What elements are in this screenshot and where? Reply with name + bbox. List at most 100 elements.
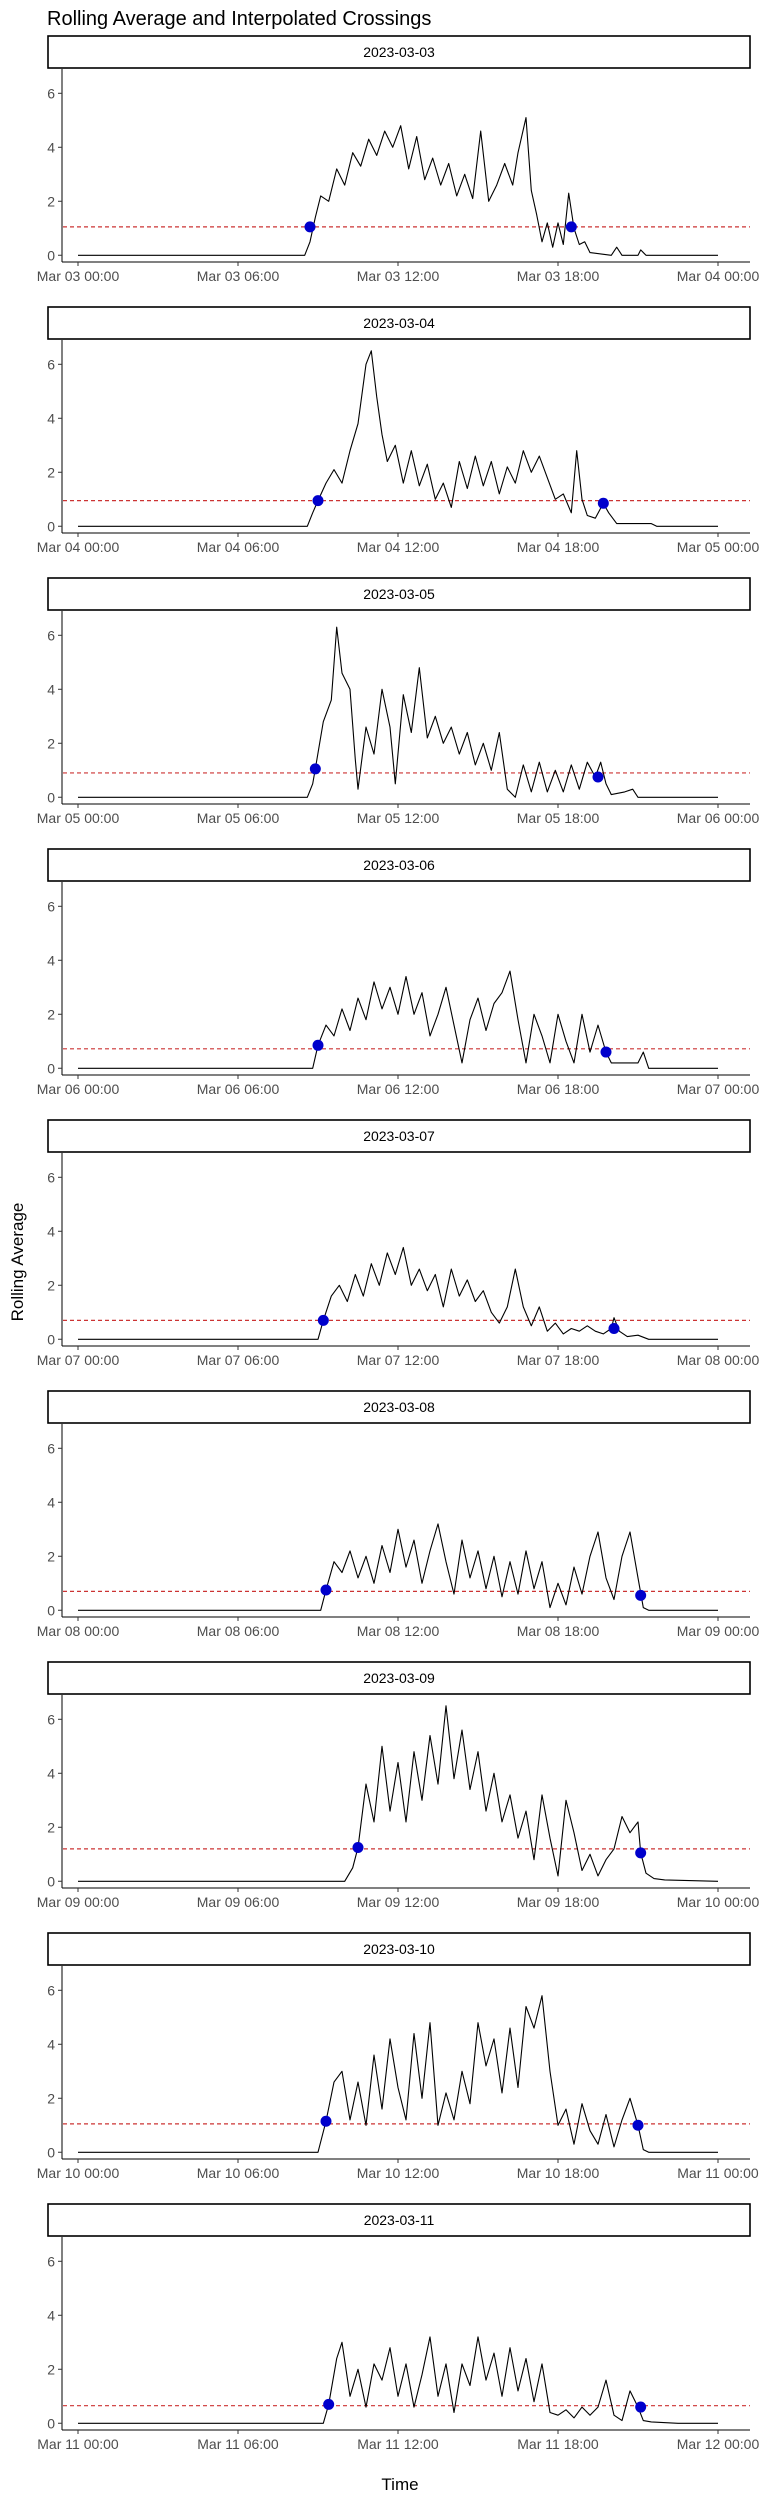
crossing-point [352, 1842, 364, 1854]
y-tick-label: 4 [47, 139, 55, 155]
y-tick-label: 2 [47, 1006, 55, 1022]
y-tick-label: 6 [47, 1711, 55, 1727]
crossing-point [309, 763, 321, 775]
x-tick-label: Mar 04 00:00 [37, 539, 120, 555]
facet-strip [47, 35, 751, 69]
x-tick-label: Mar 05 12:00 [357, 810, 440, 826]
x-tick-label: Mar 10 18:00 [517, 2165, 600, 2181]
y-tick-label: 2 [47, 735, 55, 751]
x-tick-label: Mar 07 00:00 [677, 1081, 760, 1097]
y-tick-label: 6 [47, 356, 55, 372]
x-tick-label: Mar 11 00:00 [677, 2165, 759, 2181]
rolling-average-line [78, 350, 718, 527]
x-tick-label: Mar 03 00:00 [37, 268, 120, 284]
x-axis-title: Time [381, 2475, 418, 2494]
x-tick-label: Mar 11 00:00 [37, 2436, 119, 2452]
x-tick-label: Mar 08 12:00 [357, 1623, 440, 1639]
x-tick-label: Mar 06 18:00 [517, 1081, 600, 1097]
x-tick-label: Mar 06 00:00 [677, 810, 760, 826]
x-tick-label: Mar 06 00:00 [37, 1081, 120, 1097]
y-tick-label: 6 [47, 85, 55, 101]
rolling-average-line [78, 1705, 719, 1882]
y-tick-label: 4 [47, 1765, 55, 1781]
crossing-point [312, 495, 324, 507]
facet-panel: 2023-03-08 0 2 4 6 Mar 08 00:00 Mar 08 06:00 Ma… [37, 1390, 759, 1639]
x-tick-label: Mar 11 06:00 [197, 2436, 279, 2452]
rolling-average-line [78, 2336, 718, 2424]
facet-strip-label: 2023-03-10 [363, 1941, 435, 1957]
x-tick-label: Mar 09 06:00 [197, 1894, 280, 1910]
facet-strip-label: 2023-03-04 [363, 315, 435, 331]
x-tick-label: Mar 05 18:00 [517, 810, 600, 826]
y-tick-label: 0 [47, 2144, 55, 2160]
crossing-point [635, 1847, 647, 1859]
y-tick-label: 0 [47, 789, 55, 805]
crossing-point [317, 1314, 329, 1326]
y-tick-label: 6 [47, 1440, 55, 1456]
y-tick-label: 0 [47, 1060, 55, 1076]
facet-strip-label: 2023-03-03 [363, 44, 435, 60]
facet-panel: 2023-03-03 0 2 4 6 Mar 03 00:00 Mar 03 06:00 Ma… [37, 35, 759, 284]
crossing-point [632, 2119, 644, 2131]
y-tick-label: 2 [47, 1819, 55, 1835]
y-tick-label: 6 [47, 898, 55, 914]
facet-strip-label: 2023-03-09 [363, 1670, 435, 1686]
rolling-average-line [78, 626, 718, 798]
facet-panel: 2023-03-10 0 2 4 6 Mar 10 00:00 Mar 10 06:00 Ma… [37, 1932, 759, 2181]
y-tick-label: 2 [47, 2090, 55, 2106]
facet-strip [47, 1119, 751, 1153]
y-tick-label: 2 [47, 464, 55, 480]
x-tick-label: Mar 04 06:00 [197, 539, 280, 555]
crossing-point [323, 2398, 335, 2410]
crossing-point [635, 1589, 647, 1601]
x-tick-label: Mar 07 00:00 [37, 1352, 120, 1368]
x-tick-label: Mar 07 06:00 [197, 1352, 280, 1368]
facet-strip-label: 2023-03-06 [363, 857, 435, 873]
y-tick-label: 0 [47, 1873, 55, 1889]
x-tick-label: Mar 04 12:00 [357, 539, 440, 555]
facet-strip-label: 2023-03-08 [363, 1399, 435, 1415]
rolling-average-line [78, 117, 718, 256]
facet-panel: 2023-03-11 0 2 4 6 Mar 11 00:00 Mar 11 06:00 Ma… [37, 2203, 759, 2452]
rolling-average-line [78, 1523, 718, 1611]
y-tick-label: 4 [47, 410, 55, 426]
crossing-point [608, 1322, 620, 1334]
facet-strip-label: 2023-03-11 [364, 2212, 435, 2228]
y-tick-label: 0 [47, 518, 55, 534]
crossing-point [565, 221, 577, 233]
facet-strip [47, 577, 751, 611]
y-axis-title: Rolling Average [8, 1203, 27, 1322]
x-tick-label: Mar 03 18:00 [517, 268, 600, 284]
y-tick-label: 2 [47, 1277, 55, 1293]
y-tick-label: 6 [47, 627, 55, 643]
y-tick-label: 4 [47, 2036, 55, 2052]
y-tick-label: 2 [47, 193, 55, 209]
facet-strip [47, 2203, 751, 2237]
x-tick-label: Mar 07 12:00 [357, 1352, 440, 1368]
y-tick-label: 6 [47, 2253, 55, 2269]
y-tick-label: 2 [47, 2361, 55, 2377]
x-tick-label: Mar 09 18:00 [517, 1894, 600, 1910]
x-tick-label: Mar 08 00:00 [677, 1352, 760, 1368]
y-tick-label: 0 [47, 1331, 55, 1347]
crossing-point [592, 771, 604, 783]
facet-panel: 2023-03-07 0 2 4 6 Mar 07 00:00 Mar 07 06:00 Ma… [37, 1119, 760, 1368]
facet-strip [47, 306, 751, 340]
y-tick-label: 4 [47, 1494, 55, 1510]
crossing-point [597, 497, 609, 509]
y-tick-label: 4 [47, 952, 55, 968]
x-tick-label: Mar 03 06:00 [197, 268, 280, 284]
facet-panel: 2023-03-09 0 2 4 6 Mar 09 00:00 Mar 09 06:00 Ma… [37, 1661, 760, 1910]
y-tick-label: 4 [47, 2307, 55, 2323]
x-tick-label: Mar 07 18:00 [517, 1352, 600, 1368]
rolling-average-line [78, 1246, 718, 1340]
facet-strip-label: 2023-03-05 [363, 586, 435, 602]
facet-panel: 2023-03-05 0 2 4 6 Mar 05 00:00 Mar 05 06:00 Ma… [37, 577, 760, 826]
x-tick-label: Mar 10 00:00 [677, 1894, 760, 1910]
crossing-point [320, 2115, 332, 2127]
x-tick-label: Mar 03 12:00 [357, 268, 440, 284]
facet-panel: 2023-03-04 0 2 4 6 Mar 04 00:00 Mar 04 06:00 Ma… [37, 306, 759, 555]
x-tick-label: Mar 08 06:00 [197, 1623, 280, 1639]
facet-strip-label: 2023-03-07 [363, 1128, 435, 1144]
